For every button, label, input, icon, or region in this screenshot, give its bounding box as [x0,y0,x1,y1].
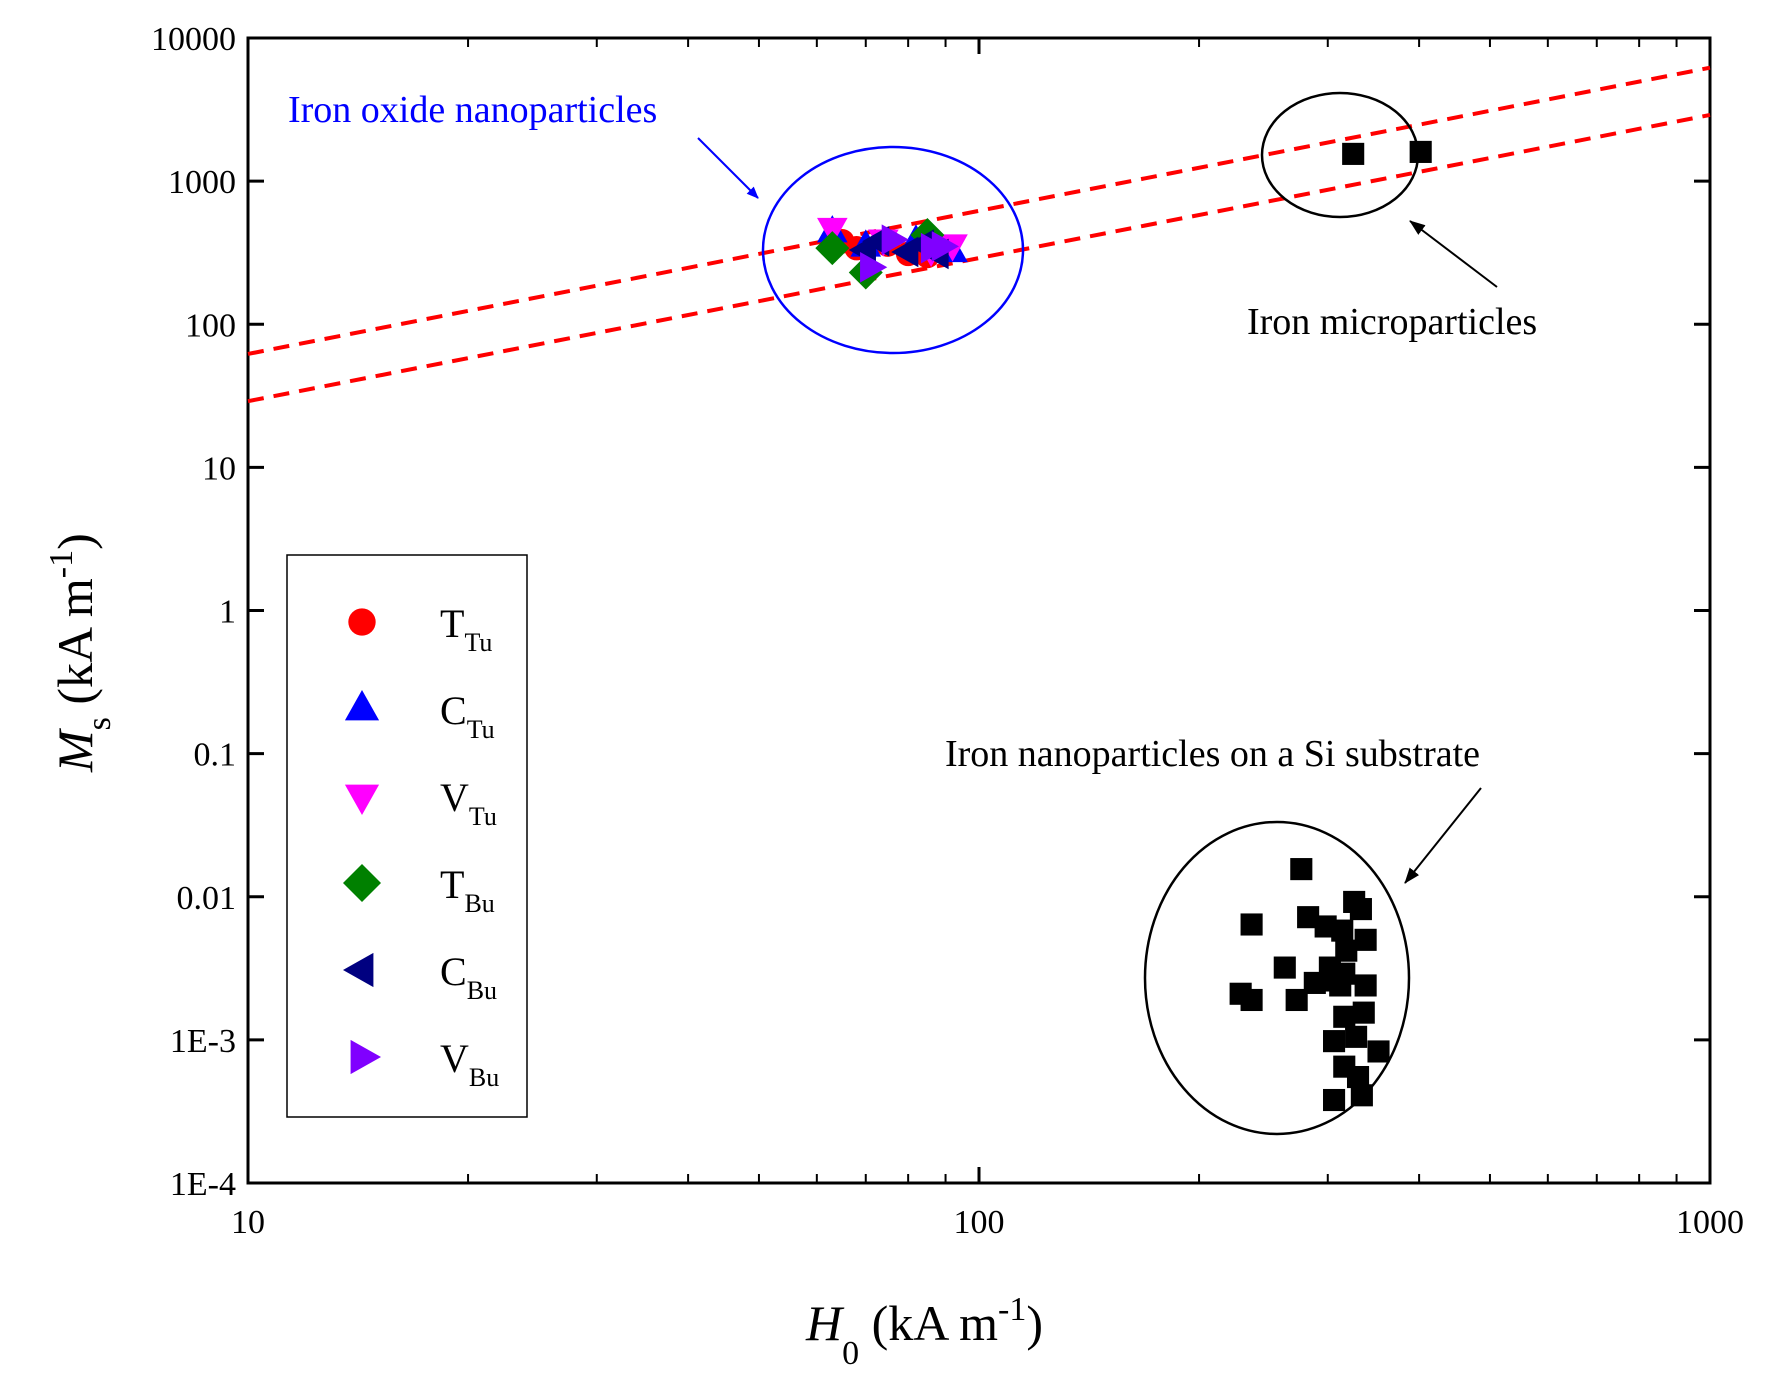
y-axis-title-close: ) [47,533,103,550]
iron-nanoparticles-on-a-si-substrate-point [1354,928,1377,951]
legend-v-bu-marker [350,1039,381,1075]
iron-nanoparticles-on-a-si-substrate-point [1354,974,1377,997]
iron-nanoparticles-on-a-si-substrate-point [1303,971,1326,994]
y-axis-title-sup: -1 [43,550,80,578]
iron-si-label: Iron nanoparticles on a Si substrate [945,733,1480,775]
iron-microparticles-point [1409,140,1432,163]
reference-dashed-line [247,65,1711,356]
y-tick-label: 1000 [168,164,236,201]
legend-c-tu-label: CTu [440,688,495,744]
v-bu-point [881,224,909,255]
y-axis-title-sub: s [81,717,118,730]
iron-nanoparticles-on-a-si-substrate-point [1290,858,1313,881]
y-tick-label: 10000 [151,21,236,58]
reference-dashed-line [247,112,1711,404]
iron-nanoparticles-on-a-si-substrate-point [1349,898,1372,921]
data-points [815,140,1432,1112]
iron-oxide-label: Iron oxide nanoparticles [288,89,657,131]
iron-nanoparticles-on-a-si-substrate-point [1346,1065,1370,1089]
iron-nanoparticles-on-a-si-substrate-point [1323,1088,1346,1112]
legend-t-bu-label: TBu [440,862,495,918]
x-tick-label: 100 [954,1204,1005,1241]
iron-nanoparticles-on-a-si-substrate-point [1323,1030,1346,1053]
iron-nanoparticles-on-a-si-substrate-point [1352,1001,1375,1024]
iron-si-region-ellipse [1143,820,1411,1136]
iron-nanoparticles-on-a-si-substrate-point [1367,1040,1390,1063]
iron-nanoparticles-on-a-si-substrate-point [1273,956,1296,979]
axis-ticks: 10 100 1000 1E-4 1E-3 0.01 0.1 1 10 100 1000 10000 [151,21,1744,1241]
x-axis-title-sup: -1 [998,1291,1026,1328]
y-tick-label: 0.01 [177,880,237,917]
y-axis-title-unit: (kA m [47,578,103,717]
reference-lines [247,65,1711,404]
v-bu-point [931,231,960,262]
x-axis-title-close: ) [1026,1295,1043,1351]
x-axis-title: H0 (kA m-1) [805,1291,1043,1372]
iron-nanoparticles-on-a-si-substrate-point [1345,1025,1368,1048]
iron-nanoparticles-on-a-si-substrate-point [1350,1084,1373,1107]
iron-microparticles-point [1342,142,1365,165]
iron-nanoparticles-on-a-si-substrate-point [1240,988,1263,1012]
legend-t-tu-marker [348,608,376,636]
iron-nanoparticles-on-a-si-substrate-point [1331,919,1354,942]
legend-t-bu-marker [343,864,381,902]
x-tick-label: 1000 [1676,1204,1744,1241]
t-bu-point [815,231,850,266]
y-tick-label: 1 [219,594,236,631]
iron-oxide-region-ellipse [761,145,1025,355]
legend-c-tu-marker [344,690,380,721]
iron-microparticles-region-ellipse [1260,91,1420,219]
iron-microparticles-arrow [1409,220,1498,288]
v-bu-point [860,251,888,283]
y-tick-label: 100 [185,307,236,344]
x-axis-title-sub: 0 [842,1335,859,1372]
iron-nanoparticles-on-a-si-substrate-point [1314,915,1337,938]
y-tick-label: 10 [202,450,236,487]
iron-nanoparticles-on-a-si-substrate-point [1329,974,1352,997]
legend-v-tu-marker [344,784,380,815]
x-axis-title-unit: (kA m [859,1295,998,1351]
legend-v-bu-label: VBu [440,1036,499,1092]
y-axis-title: Ms (kA m-1) [43,533,118,773]
iron-nanoparticles-on-a-si-substrate-point [1240,913,1263,936]
legend: TTu CTu VTu TBu CBu VBu [286,554,528,1118]
iron-nanoparticles-on-a-si-substrate-point [1297,906,1320,929]
legend-box [286,554,528,1118]
iron-microparticles-label: Iron microparticles [1247,301,1537,343]
legend-c-bu-label: CBu [440,949,497,1005]
y-axis-title-main: M [47,728,103,773]
y-tick-label: 1E-4 [170,1166,236,1203]
iron-nanoparticles-on-a-si-substrate-point [1335,939,1358,962]
iron-nanoparticles-on-a-si-substrate-point [1285,988,1308,1012]
legend-c-bu-marker [343,952,374,988]
legend-t-tu-label: TTu [440,601,492,657]
y-tick-label: 1E-3 [170,1023,236,1060]
legend-v-tu-label: VTu [440,775,497,831]
x-axis-title-main: H [805,1295,845,1351]
y-tick-label: 0.1 [194,737,237,774]
x-tick-label: 10 [231,1204,265,1241]
iron-nanoparticles-on-a-si-substrate-point [1333,1005,1356,1028]
iron-si-arrow [1404,787,1482,884]
iron-oxide-arrow [697,137,759,199]
